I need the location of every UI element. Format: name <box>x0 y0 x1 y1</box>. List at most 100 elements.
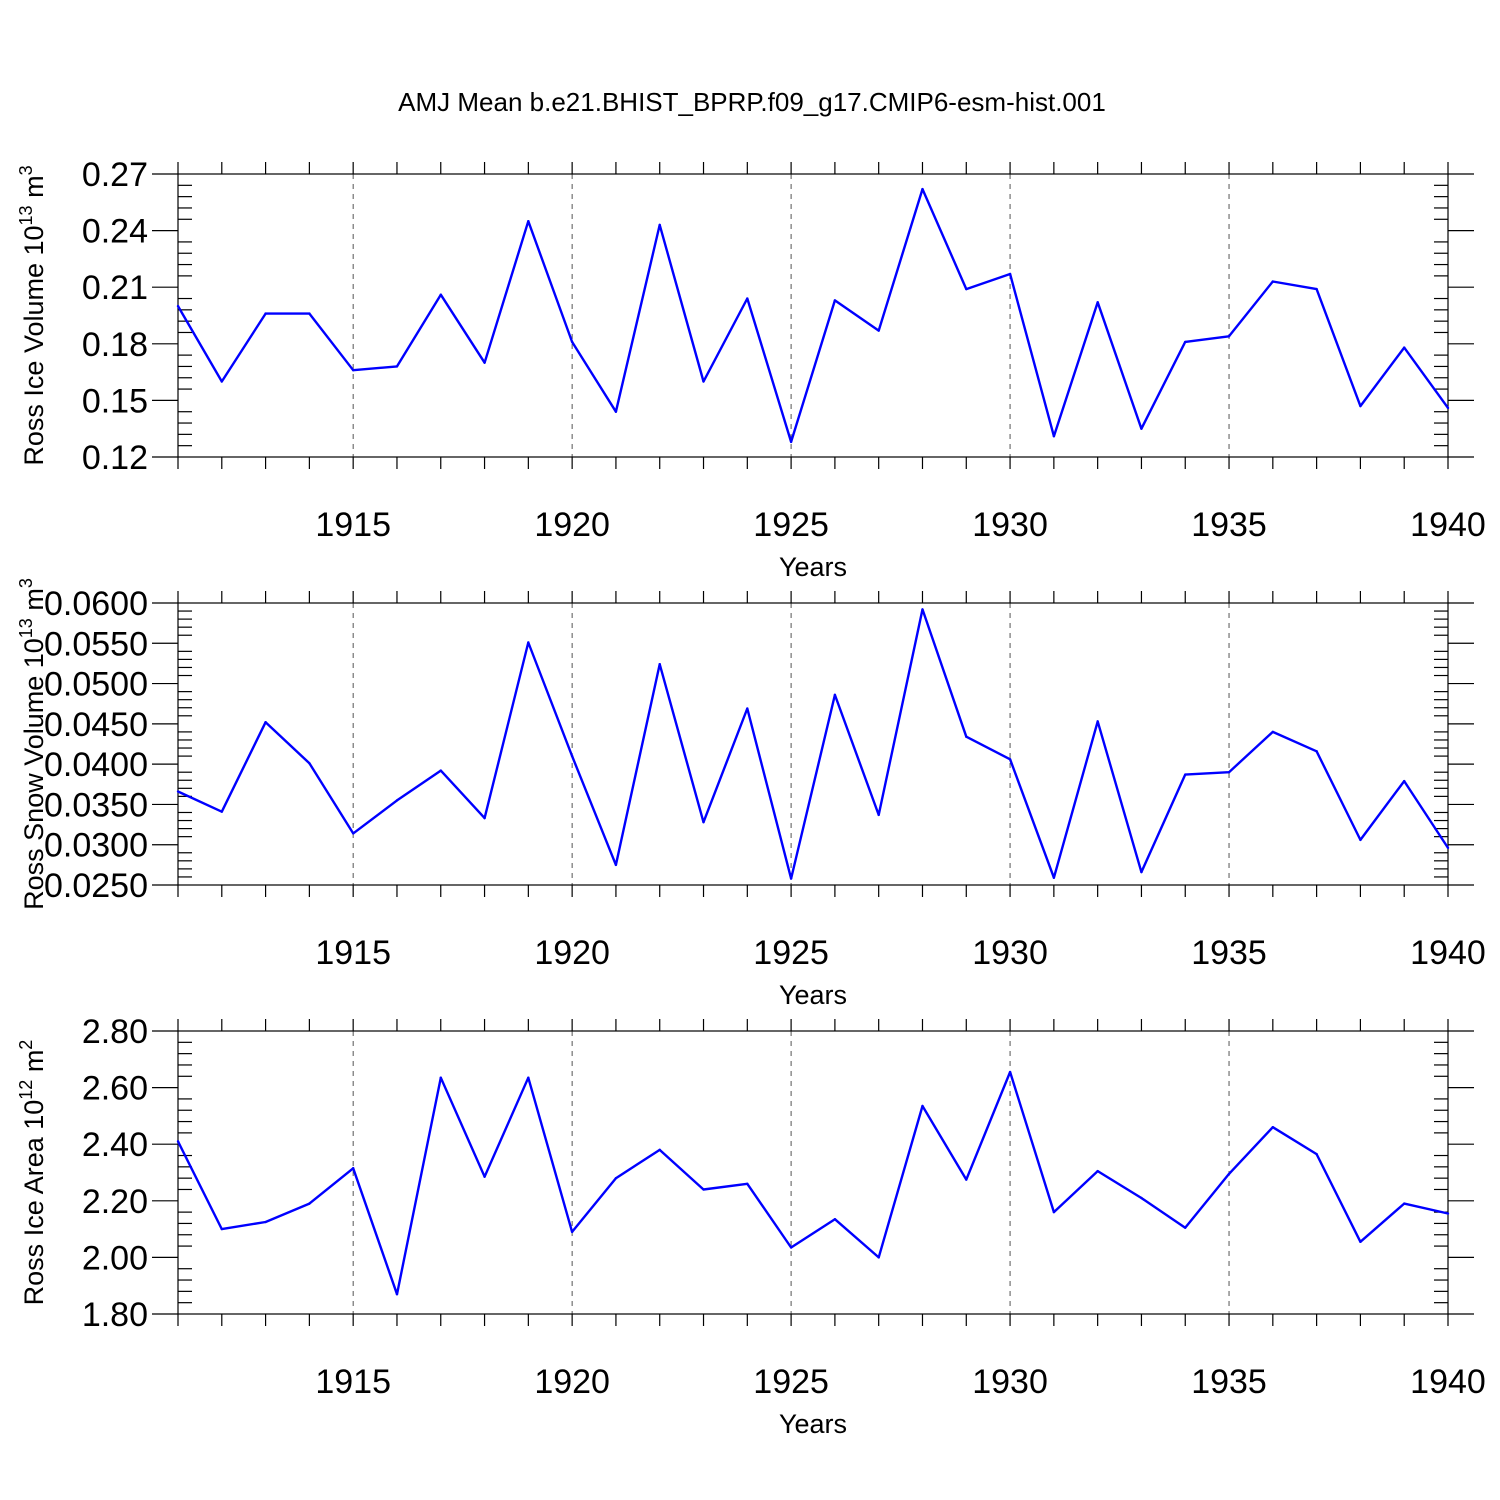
data-point <box>1359 404 1362 408</box>
data-point <box>527 641 530 644</box>
data-point <box>439 293 442 296</box>
data-point <box>1008 1070 1012 1074</box>
data-point <box>1184 773 1187 776</box>
data-point <box>921 187 924 191</box>
plot-frame <box>177 1030 1449 1315</box>
data-point <box>1271 1126 1275 1129</box>
y-axis-label: Ross Snow Volume 1013 m3 <box>16 578 49 910</box>
data-point <box>308 762 311 765</box>
data-point <box>1052 1210 1056 1214</box>
x-tick-label: 1920 <box>534 506 610 544</box>
x-tick-label: 1920 <box>534 1363 610 1401</box>
data-point <box>789 1246 793 1249</box>
data-point <box>746 1182 749 1186</box>
y-axis-label: Ross Ice Area 1012 m2 <box>16 1040 49 1306</box>
y-tick-label: 0.0400 <box>44 746 148 784</box>
y-tick-label: 0.0250 <box>44 867 148 905</box>
data-point <box>1052 876 1056 879</box>
y-tick-label: 2.60 <box>82 1070 148 1108</box>
data-point <box>570 1230 574 1234</box>
data-point <box>1315 750 1318 753</box>
data-point <box>789 440 793 444</box>
data-point <box>658 663 661 666</box>
data-point <box>614 863 618 867</box>
data-point <box>1140 870 1143 874</box>
data-point <box>614 1176 618 1180</box>
chart-title: AMJ Mean b.e21.BHIST_BPRP.f09_g17.CMIP6-… <box>398 87 1106 117</box>
y-tick-label: 1.80 <box>82 1296 148 1334</box>
data-point <box>1446 1212 1450 1215</box>
data-point <box>702 1188 705 1191</box>
data-point <box>1446 406 1450 410</box>
data-point <box>702 380 705 383</box>
x-axis-label: Years <box>779 1409 847 1439</box>
data-point <box>439 769 442 772</box>
y-tick-label: 0.12 <box>82 439 148 477</box>
y-tick-label: 2.80 <box>82 1013 148 1051</box>
y-tick-label: 0.0600 <box>44 585 148 623</box>
x-tick-label: 1925 <box>753 934 829 972</box>
data-point <box>1096 720 1099 723</box>
data-point <box>877 329 880 332</box>
x-tick-label: 1915 <box>315 934 391 972</box>
data-point <box>1446 846 1450 850</box>
data-point <box>1140 427 1143 430</box>
y-tick-label: 0.15 <box>82 382 148 420</box>
data-point <box>1403 1202 1406 1205</box>
series-line-ice-volume <box>176 187 1449 444</box>
y-tick-label: 0.0300 <box>44 827 148 865</box>
data-point <box>1315 287 1318 291</box>
data-point <box>1184 340 1187 344</box>
data-point <box>220 380 223 383</box>
x-tick-label: 1920 <box>534 934 610 972</box>
data-point <box>1184 1226 1187 1229</box>
y-tick-label: 2.20 <box>82 1183 148 1221</box>
data-point <box>527 1076 530 1079</box>
data-point <box>351 1167 355 1170</box>
data-point <box>395 365 399 368</box>
x-tick-label: 1940 <box>1410 506 1486 544</box>
x-tick-label: 1930 <box>972 1363 1048 1401</box>
data-point <box>483 1175 486 1178</box>
data-point <box>395 1292 399 1296</box>
data-point <box>877 1256 880 1259</box>
data-point <box>1227 771 1231 774</box>
y-axis-label: Ross Ice Volume 1013 m3 <box>16 165 49 465</box>
data-point <box>965 287 968 291</box>
y-tick-label: 0.0550 <box>44 625 148 663</box>
data-point <box>176 790 180 793</box>
data-point <box>483 361 486 364</box>
panel-ice-volume: 0.12 0.15 0.18 0.21 0.24 0.27 1915 1920 1925 1930… <box>16 156 1486 582</box>
y-tick-label: 0.24 <box>82 213 148 251</box>
data-point <box>921 608 924 611</box>
x-tick-label: 1935 <box>1191 506 1267 544</box>
data-point <box>1271 280 1275 283</box>
data-point <box>833 693 837 697</box>
data-point <box>877 813 880 817</box>
data-point <box>658 1148 661 1152</box>
data-point <box>439 1076 442 1079</box>
data-point <box>1008 272 1012 276</box>
data-point <box>702 820 705 824</box>
data-point <box>921 1104 924 1108</box>
x-axis-label: Years <box>779 552 847 582</box>
data-point <box>614 410 618 413</box>
data-point <box>264 312 267 315</box>
x-tick-label: 1930 <box>972 506 1048 544</box>
data-point <box>220 810 223 813</box>
data-point <box>308 1202 311 1205</box>
data-point <box>789 877 793 880</box>
x-tick-label: 1940 <box>1410 934 1486 972</box>
y-tick-label: 0.0450 <box>44 706 148 744</box>
data-point <box>1096 1169 1099 1173</box>
panel-snow-volume: 0.02500.03000.03500.04000.04500.05000.05… <box>16 578 1486 1010</box>
x-tick-label: 1940 <box>1410 1363 1486 1401</box>
x-tick-label: 1935 <box>1191 934 1267 972</box>
data-point <box>965 1178 968 1181</box>
y-tick-label: 0.21 <box>82 269 148 307</box>
data-point <box>308 312 311 315</box>
data-point <box>746 707 749 710</box>
data-point <box>1271 730 1275 734</box>
data-point <box>527 219 530 223</box>
